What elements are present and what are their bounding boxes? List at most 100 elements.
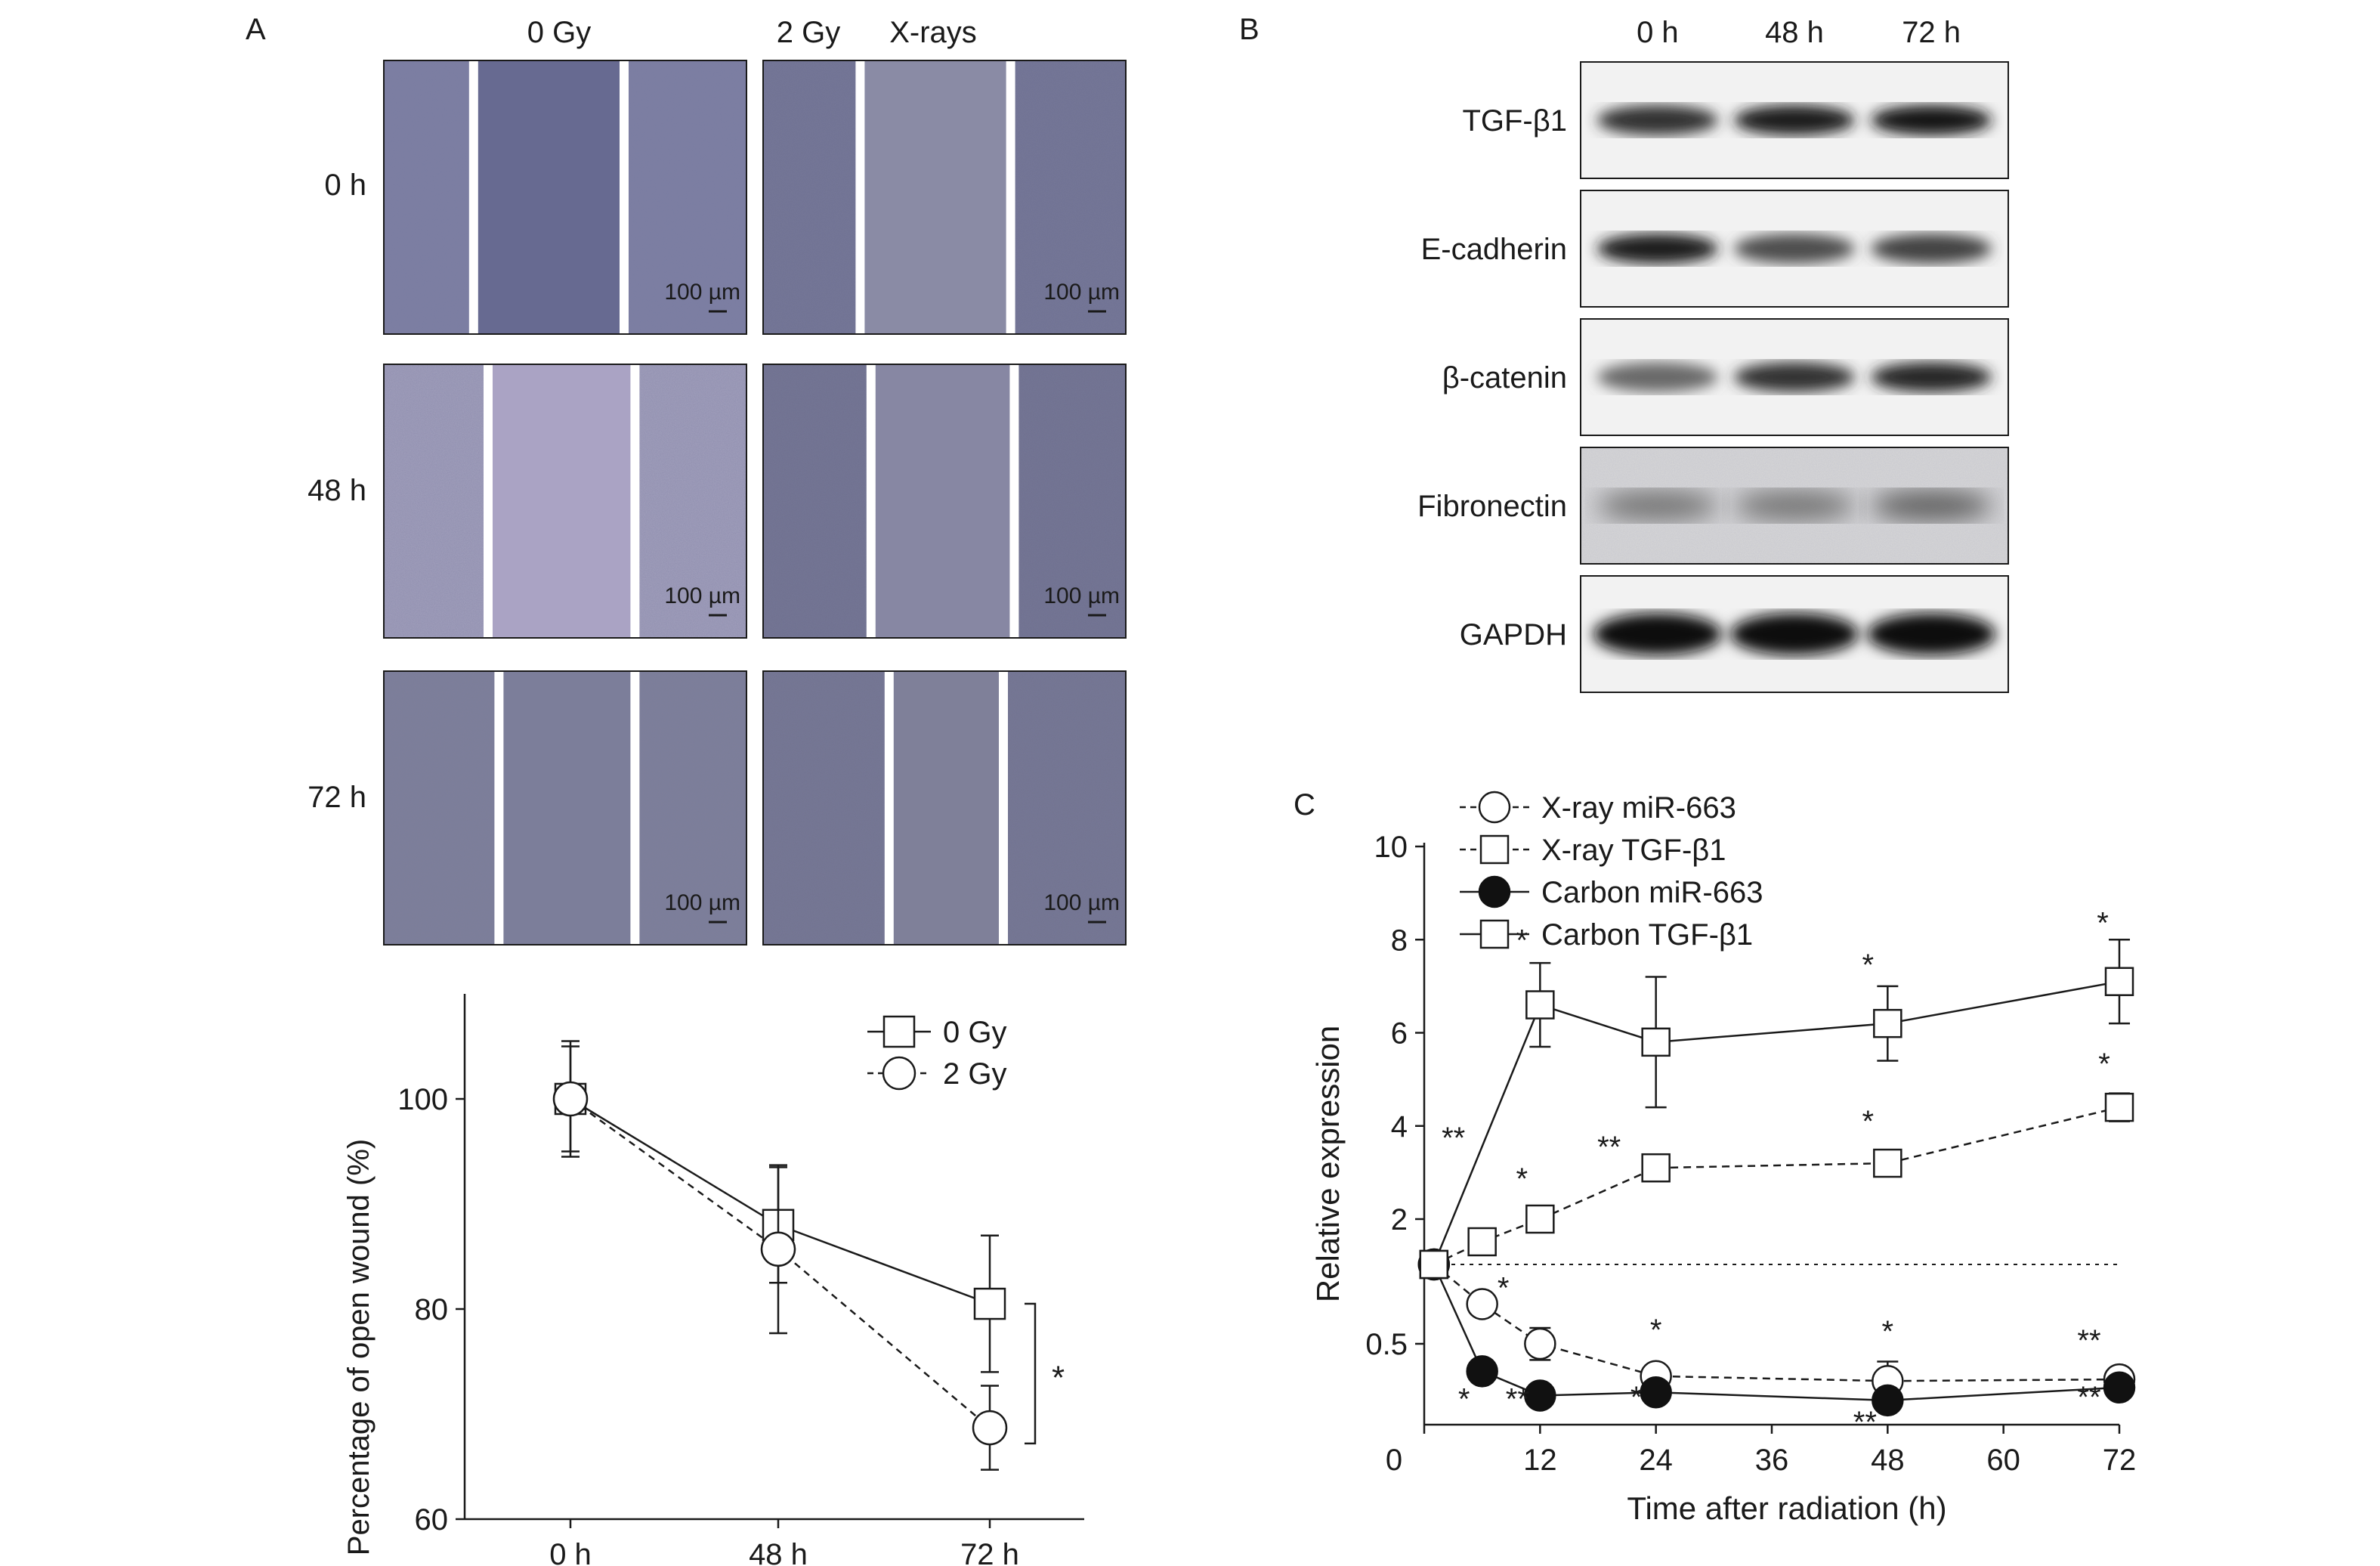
data-point (1641, 1153, 1671, 1183)
band (1871, 362, 1992, 392)
blot-2: β-catenin (1442, 318, 2009, 436)
band (1734, 362, 1855, 392)
x-tick-label: 0 h (549, 1538, 592, 1566)
blot-3: Fibronectin (1417, 447, 2009, 565)
blot-frame (1580, 447, 2009, 565)
micrograph-2-1: 100 µm (762, 670, 1127, 945)
band (1734, 491, 1855, 521)
x-tick-label: 48 (1871, 1444, 1905, 1477)
band (1871, 491, 1992, 521)
legend-label: X-ray TGF-β1 (1541, 834, 1726, 867)
data-point (760, 1231, 796, 1267)
data-point (1873, 1008, 1902, 1038)
significance-star: * (1516, 924, 1528, 958)
data-point (1524, 1379, 1556, 1412)
protein-label: β-catenin (1442, 361, 1567, 395)
band (1593, 613, 1722, 655)
wound-gap (864, 60, 1006, 334)
significance-star: ** (2077, 1381, 2100, 1414)
y-tick-label: 60 (415, 1503, 449, 1537)
legend-label: Carbon miR-663 (1541, 876, 1763, 909)
data-point (1467, 1227, 1497, 1257)
significance-star: * (2097, 907, 2109, 940)
legend-label: X-ray miR-663 (1541, 791, 1736, 825)
legend-marker (1479, 919, 1510, 949)
wound-edge-left (468, 60, 478, 334)
wound-gap (503, 671, 631, 945)
x-tick-label: 36 (1755, 1444, 1789, 1477)
micrograph-frame (383, 670, 747, 945)
row-label-48h: 48 h (308, 474, 366, 507)
wound-edge-left (884, 671, 894, 945)
x-tick-label: 12 (1523, 1444, 1557, 1477)
series-carbon-tgf-β1: * * * (1419, 907, 2134, 1280)
significance-star: * (2098, 1048, 2110, 1081)
band (1596, 234, 1718, 264)
col-label-2gy: 2 Gy (777, 16, 840, 49)
x-tick-label: 72 h (960, 1538, 1019, 1566)
significance-star: * (1458, 1382, 1470, 1416)
band (1596, 362, 1718, 392)
micrograph-frame (762, 670, 1127, 945)
micrograph-grid: 100 µm 100 µm 100 µm 100 µm 100 µm 100 µm (383, 60, 1127, 945)
micrograph-1-0: 100 µm (383, 364, 747, 639)
x-tick-label: 0 (1386, 1444, 1402, 1477)
wound-gap (893, 671, 999, 945)
band (1734, 234, 1855, 264)
blot-frame (1580, 61, 2009, 179)
significance-star: * (1650, 1314, 1662, 1347)
data-point (1640, 1376, 1672, 1409)
y-axis-label: Relative expression (1310, 1026, 1346, 1303)
data-point (1525, 990, 1555, 1020)
significance-star: * (1052, 1359, 1065, 1396)
wound-edge-right (999, 671, 1008, 945)
western-blot: 0 h 48 h 72 h TGF-β1 E-cadherin β-catenin Fibr… (1417, 16, 2009, 693)
data-point (1419, 1249, 1449, 1280)
significance-star: * (1516, 1162, 1528, 1196)
micrograph-0-0: 100 µm (383, 60, 747, 335)
micrograph-2-0: 100 µm (383, 670, 747, 945)
data-point (2104, 967, 2134, 996)
col-label-xrays: X-rays (889, 16, 977, 49)
legend-marker (882, 1015, 916, 1048)
significance-star: ** (1853, 1406, 1877, 1439)
wound-edge-right (1006, 60, 1015, 334)
protein-label: Fibronectin (1417, 490, 1567, 523)
series-line (570, 1097, 991, 1305)
y-axis-label: Percentage of open wound (%) (342, 1139, 376, 1555)
y-tick-label: 8 (1391, 924, 1408, 957)
data-point (973, 1287, 1006, 1320)
significance-star: * (1862, 1105, 1875, 1138)
y-tick-label: 0.5 (1365, 1328, 1408, 1361)
y-tick-label: 10 (1374, 831, 1408, 864)
panel-a-letter: A (246, 13, 266, 46)
x-tick-label: 24 (1639, 1444, 1673, 1477)
col-label-0gy: 0 Gy (527, 16, 591, 49)
band (1867, 613, 1996, 655)
micrograph-0-1: 100 µm (762, 60, 1127, 335)
significance-star: * (1862, 949, 1875, 982)
significance-star: * (1882, 1315, 1894, 1348)
wound-edge-right (620, 60, 629, 334)
protein-label: GAPDH (1460, 618, 1567, 651)
legend-label: Carbon TGF-β1 (1541, 918, 1753, 952)
legend-marker (1478, 791, 1511, 824)
x-tick-label: 60 (1986, 1444, 2020, 1477)
blot-4: GAPDH (1460, 575, 2009, 693)
scale-bar-label: 100 µm (664, 280, 740, 305)
lane-label: 0 h (1637, 16, 1679, 49)
x-tick-label: 48 h (749, 1538, 808, 1566)
band (1596, 491, 1718, 521)
series-line (1433, 1264, 2120, 1382)
data-point (1524, 1327, 1556, 1360)
wound-edge-right (630, 671, 640, 945)
x-tick-label: 72 (2103, 1444, 2137, 1477)
data-point (552, 1081, 589, 1117)
micrograph-frame (762, 364, 1127, 639)
micrograph-frame (383, 60, 747, 335)
band (1730, 613, 1859, 655)
scale-bar-label: 100 µm (1043, 890, 1120, 915)
band (1871, 105, 1992, 135)
series-line (1433, 1106, 2120, 1266)
